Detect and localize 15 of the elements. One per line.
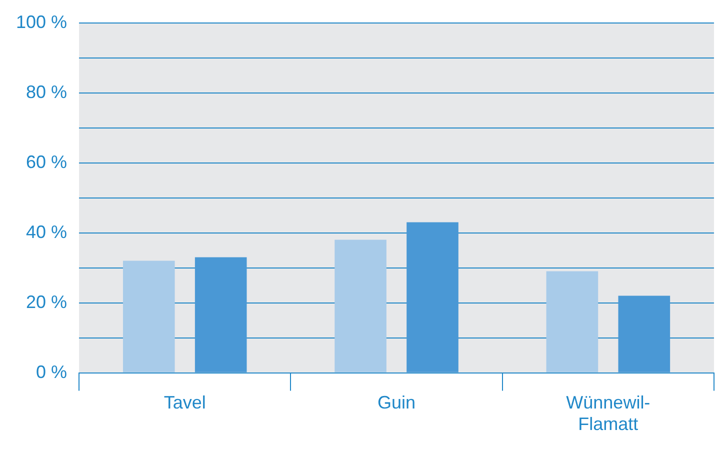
bar	[122, 260, 175, 372]
x-tick-label: Wünnewil-Flamatt	[566, 392, 650, 434]
y-tick-label: 20 %	[26, 292, 68, 312]
y-tick-label: 100 %	[16, 12, 68, 32]
y-tick-label: 0 %	[36, 362, 68, 382]
y-tick-label: 80 %	[26, 82, 68, 102]
y-tick-label: 60 %	[26, 152, 68, 172]
bar	[334, 240, 386, 372]
y-tick-label: 40 %	[26, 222, 68, 242]
bar	[406, 222, 458, 372]
bar	[194, 257, 247, 372]
bar	[546, 271, 598, 372]
x-tick-label: Guin	[378, 392, 416, 413]
x-tick-label: Tavel	[164, 392, 206, 413]
bar	[618, 296, 670, 372]
